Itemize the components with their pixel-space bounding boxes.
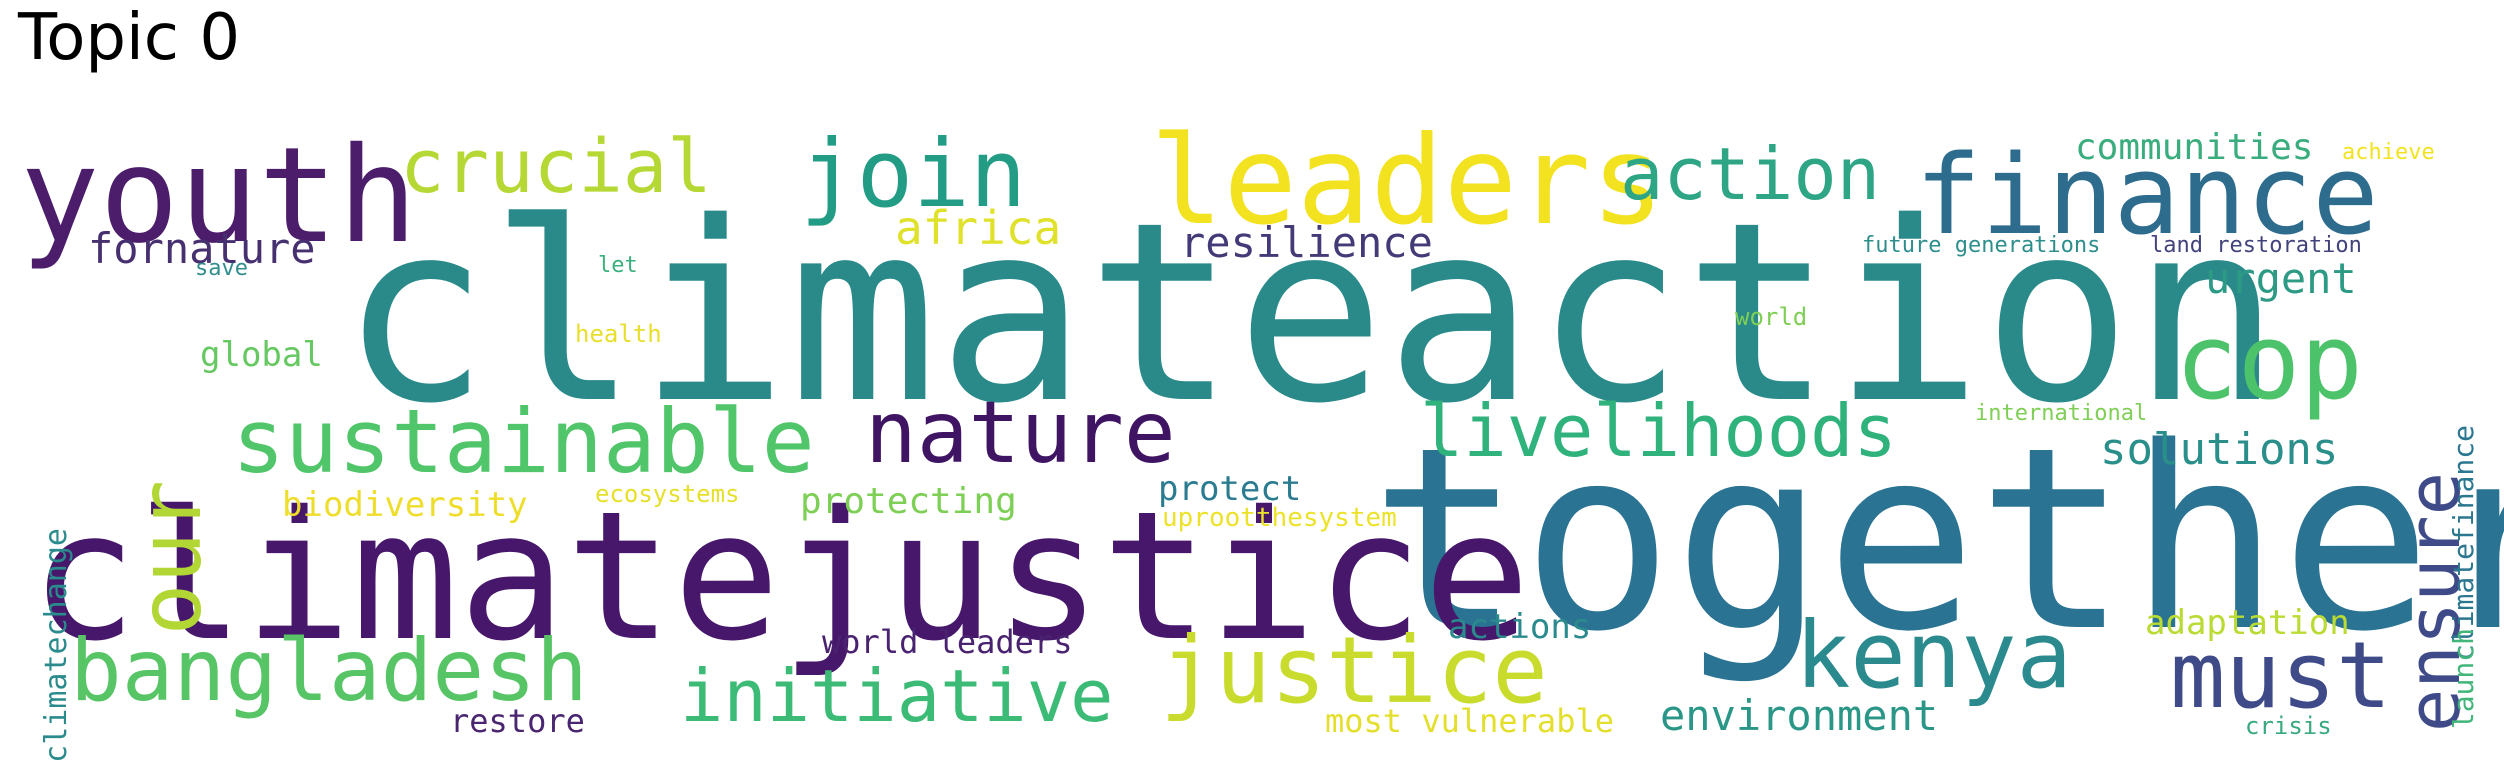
word-achieve: achieve <box>2342 140 2435 165</box>
word-protect: protect <box>1158 469 1302 509</box>
word-leaders: leaders <box>1150 110 1665 252</box>
word-international: international <box>1975 401 2148 426</box>
word-climatechange: climatechange <box>39 528 74 763</box>
word-fornature: fornature <box>88 224 316 273</box>
word-solutions: solutions <box>2100 424 2339 475</box>
word-ecosystems: ecosystems <box>595 480 740 508</box>
word-let: let <box>598 253 638 278</box>
word-world-leaders: world leaders <box>822 623 1073 661</box>
word-land-restoration: land restoration <box>2150 233 2362 258</box>
word-africa: africa <box>895 201 1062 255</box>
word-livelihoods: livelihoods <box>1420 389 1897 473</box>
word-adaptation: adaptation <box>2145 603 2350 643</box>
word-climatejustice: climatejustice <box>30 473 1531 680</box>
word-join: join <box>800 120 1027 229</box>
word-most-vulnerable: most vulnerable <box>1325 702 1614 740</box>
word-actions: actions <box>1448 607 1592 647</box>
word-future-generations: future generations <box>1862 233 2101 258</box>
word-world: world <box>1735 303 1808 331</box>
word-must: must <box>2170 622 2392 729</box>
word-environment: environment <box>1660 691 1939 740</box>
word-action: action <box>1620 132 1881 216</box>
word-communities: communities <box>2075 127 2314 168</box>
word-crucial: crucial <box>400 124 712 210</box>
word-protecting: protecting <box>800 481 1017 522</box>
word-kenya: kenya <box>1795 602 2072 709</box>
word-urgent: urgent <box>2205 254 2357 303</box>
word-youth: youth <box>20 119 418 273</box>
word-our: our <box>121 480 221 636</box>
word-save: save <box>195 256 248 281</box>
word-justice: justice <box>1160 617 1548 724</box>
word-resilience: resilience <box>1180 218 1433 267</box>
word-bangladesh: bangladesh <box>70 621 588 721</box>
word-climateaction: climateaction <box>340 170 2282 458</box>
word-launch: launch <box>2447 628 2480 730</box>
word-initiative: initiative <box>680 654 1114 738</box>
word-climatefinance: climatefinance <box>2447 425 2480 662</box>
word-biodiversity: biodiversity <box>282 485 528 525</box>
word-together: together <box>1370 394 2504 687</box>
word-cop: cop <box>2175 301 2363 423</box>
word-finance: finance <box>1915 131 2379 259</box>
word-restore: restore <box>450 702 585 740</box>
word-crisis: crisis <box>2245 712 2332 740</box>
word-sustainable: sustainable <box>232 390 815 493</box>
word-nature: nature <box>865 383 1176 483</box>
word-uprootthesystem: uprootthesystem <box>1162 503 1397 533</box>
word-health: health <box>575 320 662 348</box>
page-title: Topic 0 <box>18 1 241 75</box>
word-global: global <box>200 335 323 375</box>
